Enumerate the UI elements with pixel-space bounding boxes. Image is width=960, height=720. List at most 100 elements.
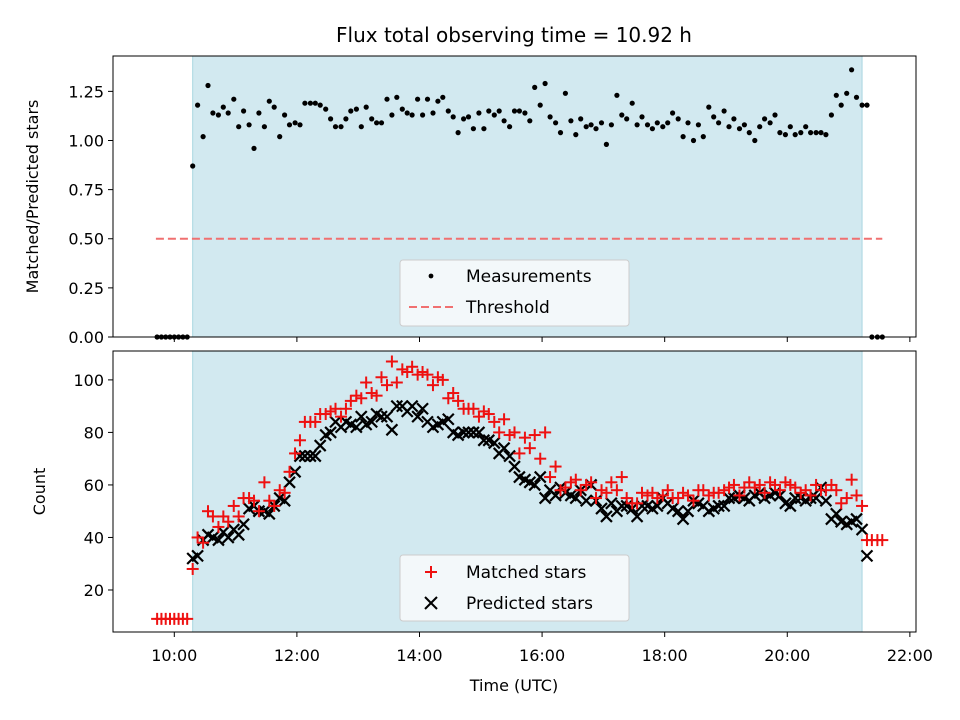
measurement-point [690, 137, 697, 144]
matched-star-point [743, 476, 756, 489]
predicted-star-point [365, 415, 378, 429]
matched-star-point [222, 515, 235, 528]
matched-star-point [631, 497, 644, 510]
matched-star-point [585, 476, 598, 489]
measurement-point [261, 124, 267, 130]
matched-star-point [835, 497, 848, 510]
measurement-point [634, 122, 640, 128]
matched-star-point [773, 484, 786, 497]
measurement-point [317, 102, 323, 108]
matched-star-point [385, 355, 398, 368]
predicted-star-point [497, 441, 511, 455]
measurement-point [374, 120, 380, 126]
matched-star-point [406, 360, 419, 373]
predicted-star-point [595, 502, 608, 515]
measurement-point [424, 96, 431, 102]
measurement-point [435, 98, 441, 104]
ratio-x-ticks [173, 337, 911, 342]
matched-star-point [600, 486, 613, 499]
matched-star-point [381, 379, 394, 392]
x-tick-label: 12:00 [274, 646, 320, 665]
matched-star-point [727, 478, 740, 491]
count-y-axis-label: Count [30, 468, 49, 516]
matched-star-point [247, 494, 260, 507]
predicted-star-point [681, 504, 695, 518]
predicted-star-point [385, 423, 399, 437]
measurement-point [542, 80, 548, 87]
matched-star-point [467, 402, 480, 415]
measurement-point [450, 114, 456, 120]
predicted-star-point [788, 491, 802, 505]
measurement-point [598, 120, 605, 126]
ratio-y-axis-label: Matched/Predicted stars [23, 100, 42, 294]
measurement-point [573, 132, 579, 138]
matched-star-point [605, 476, 618, 489]
x-axis-label: Time (UTC) [469, 676, 558, 695]
count-plot-frame [112, 350, 917, 633]
measurement-point [195, 102, 201, 108]
predicted-star-point [212, 533, 225, 547]
matched-star-point [360, 376, 373, 389]
measurement-point [516, 108, 523, 114]
measurement-point [251, 145, 257, 151]
matched-star-point [344, 394, 357, 407]
predicted-star-point [309, 449, 322, 463]
measurement-point [629, 100, 635, 106]
measurement-point [378, 120, 385, 126]
predicted-star-point [676, 512, 690, 526]
measurement-point [501, 118, 507, 124]
y-tick-label: 0.75 [68, 181, 104, 200]
measurement-point [562, 90, 569, 96]
matched-star-point [830, 484, 843, 497]
measurement-point [685, 120, 691, 126]
measurement-point [282, 112, 288, 118]
measurement-point [271, 104, 277, 110]
measurement-point [511, 108, 518, 114]
matched-star-point [355, 392, 368, 405]
matched-star-point [753, 478, 766, 491]
count-legend: Matched stars Predicted stars [399, 554, 630, 622]
x-tick-label: 14:00 [396, 646, 442, 665]
measurement-point [557, 130, 564, 136]
matched-star-point [539, 426, 552, 439]
measurement-point [369, 116, 375, 122]
count-panel: 20 40 60 80 100 10:00 12:00 14:00 16:00 18:00 20:… [30, 350, 933, 695]
predicted-star-point [503, 449, 516, 463]
predicted-star-point [784, 499, 797, 513]
measurement-point [307, 100, 313, 106]
measurement-point [332, 124, 339, 130]
measurement-point [358, 124, 364, 130]
count-points [151, 355, 889, 625]
measurement-point [849, 67, 855, 73]
predicted-star-point [549, 489, 562, 502]
matched-star-point [370, 389, 383, 402]
measurement-point [297, 122, 303, 128]
matched-star-point [181, 612, 194, 625]
predicted-star-point [860, 549, 874, 563]
predicted-star-point [635, 499, 649, 513]
measurement-point [762, 116, 768, 122]
measurement-point [700, 134, 706, 140]
measurement-point [578, 116, 584, 122]
matched-star-point [375, 371, 388, 384]
measurement-point [507, 124, 513, 130]
y-tick-label: 40 [84, 528, 104, 547]
measurement-point [399, 106, 405, 112]
matched-star-point [447, 387, 460, 400]
measurement-point [246, 122, 252, 128]
matched-star-point [232, 510, 245, 523]
y-tick-label: 0.25 [68, 279, 104, 298]
y-tick-label: 100 [73, 371, 104, 390]
measurement-point [210, 110, 216, 116]
matched-star-point [549, 460, 562, 473]
matched-star-point [819, 484, 832, 497]
ratio-legend: Measurements Threshold [399, 259, 630, 327]
measurement-point [532, 84, 538, 90]
matched-star-point [339, 402, 352, 415]
matched-star-point [528, 429, 541, 442]
x-tick-label: 20:00 [764, 646, 810, 665]
matched-star-point [206, 510, 219, 523]
measurement-point [205, 82, 211, 89]
predicted-star-point [855, 523, 869, 536]
